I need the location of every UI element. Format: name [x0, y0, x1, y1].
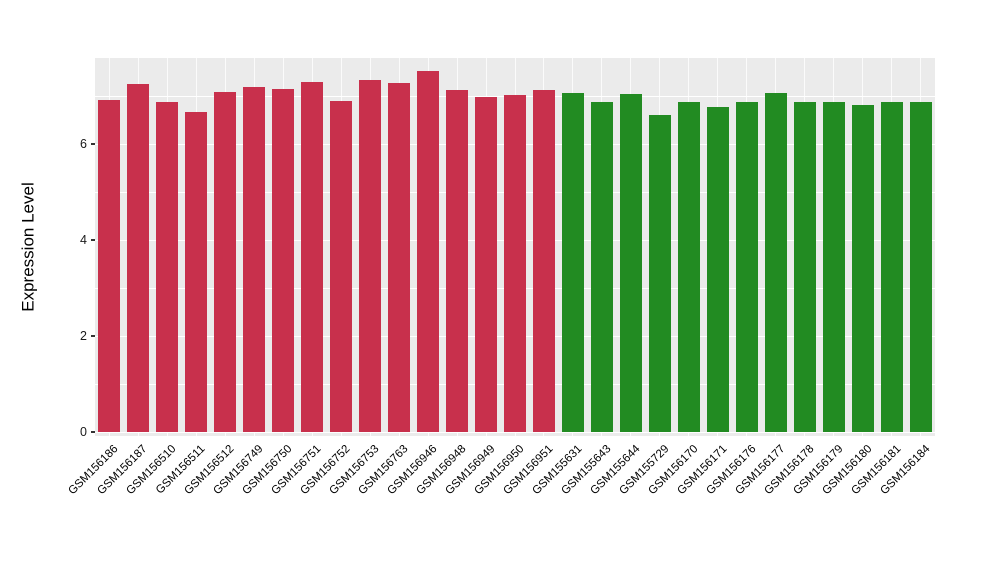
bar	[880, 101, 903, 432]
bar	[504, 95, 526, 432]
bar	[359, 79, 382, 432]
bar	[677, 101, 700, 432]
y-tick-mark	[91, 335, 95, 337]
bar	[619, 94, 642, 432]
bar	[272, 88, 295, 432]
bar	[417, 71, 440, 432]
bar	[446, 89, 469, 432]
bar	[735, 101, 758, 432]
bar	[822, 101, 845, 432]
bar	[590, 101, 613, 432]
bar	[706, 107, 729, 432]
major-gridline	[95, 432, 935, 434]
bar	[388, 83, 411, 432]
bar	[301, 82, 324, 432]
bar	[851, 104, 874, 432]
chart-panel	[95, 58, 935, 436]
bar	[532, 89, 555, 432]
y-tick-mark	[91, 431, 95, 433]
bar	[475, 97, 498, 432]
y-tick-label: 4	[80, 232, 87, 247]
y-tick-label: 2	[80, 328, 87, 343]
bar	[561, 92, 584, 432]
bar	[214, 91, 237, 432]
bar	[648, 114, 671, 432]
y-axis-title: Expression Level	[19, 182, 38, 312]
y-tick-mark	[91, 239, 95, 241]
bar	[98, 99, 121, 432]
bar	[156, 101, 179, 432]
bar	[909, 101, 932, 432]
y-tick-mark	[91, 143, 95, 145]
bar	[764, 92, 787, 432]
y-tick-label: 0	[80, 425, 87, 439]
y-tick-label: 6	[80, 136, 87, 151]
bar	[185, 111, 208, 432]
bar	[127, 84, 150, 432]
bar	[243, 87, 266, 432]
bar	[793, 101, 816, 432]
y-axis-title-container: Expression Level	[12, 58, 46, 436]
bar	[330, 100, 353, 432]
